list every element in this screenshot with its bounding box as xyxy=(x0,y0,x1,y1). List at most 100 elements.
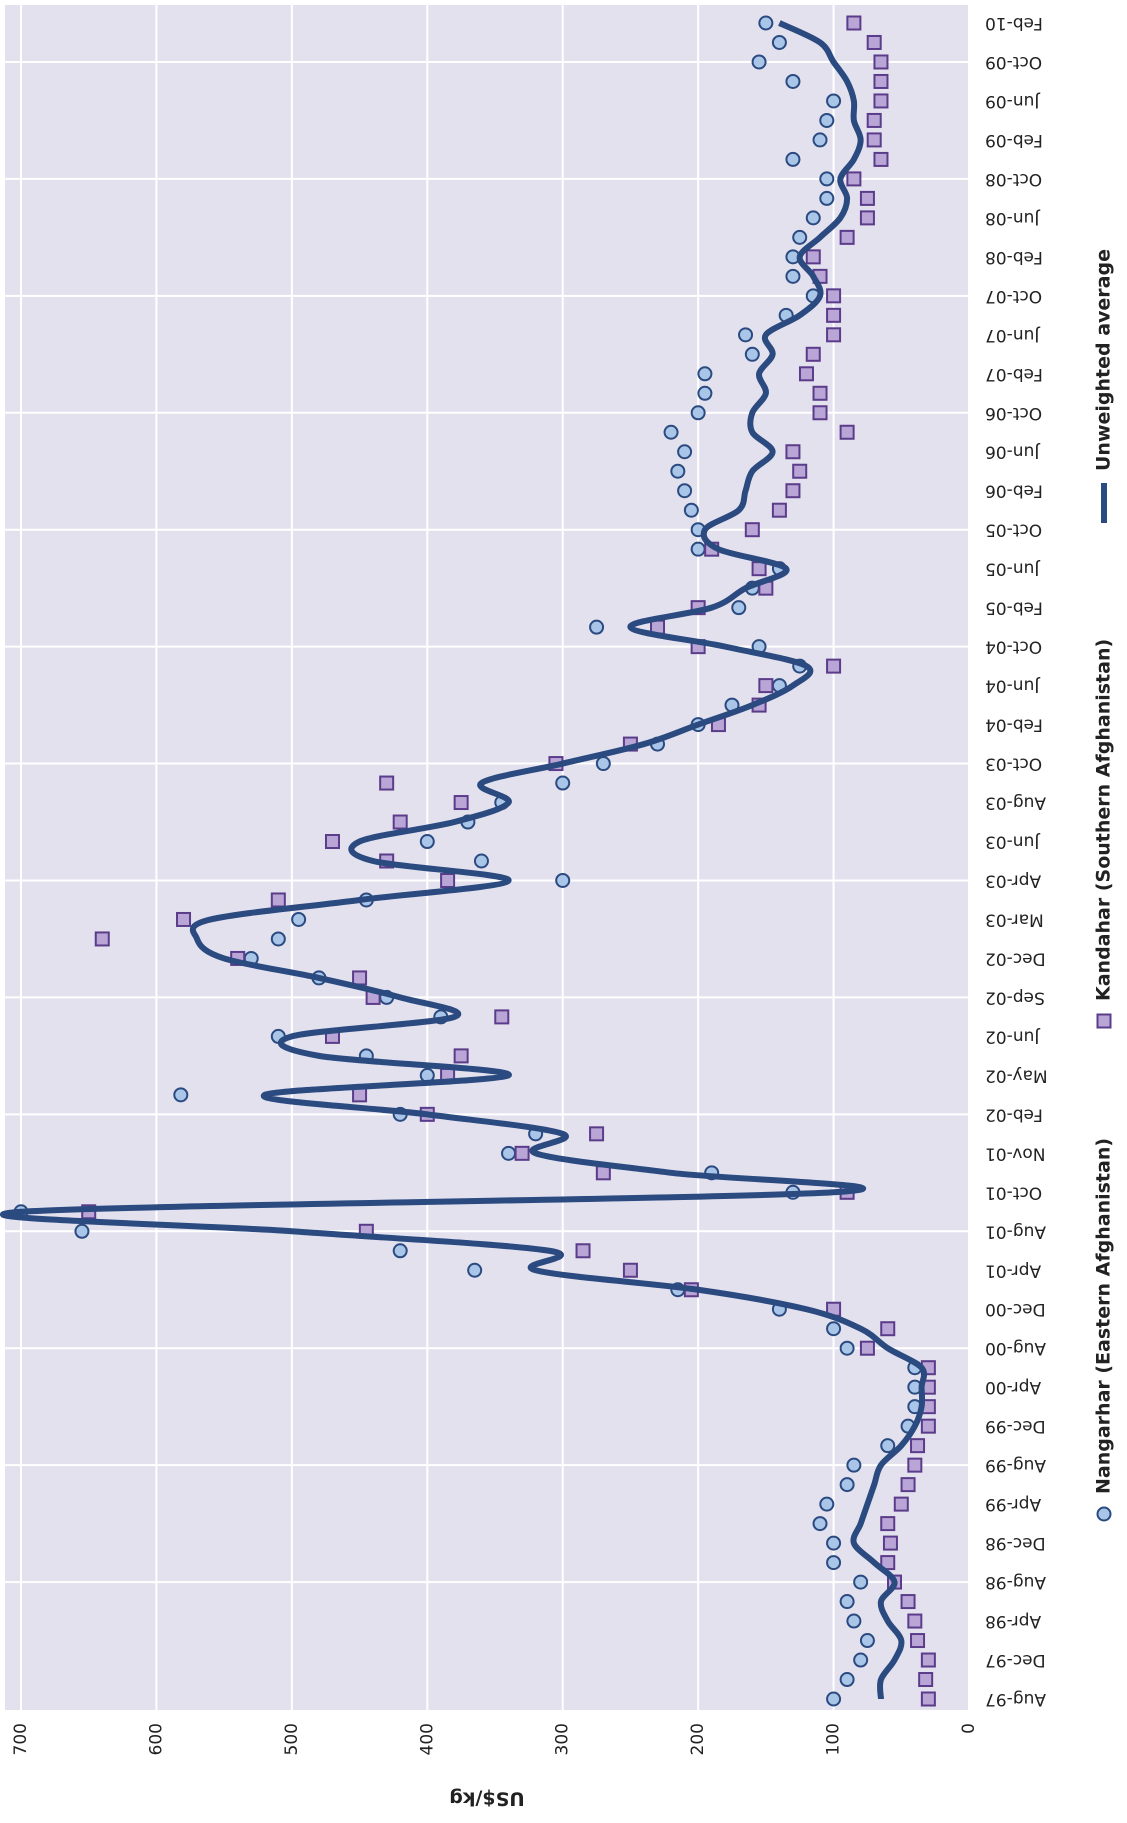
x-tick-label: Oct-05 xyxy=(985,520,1042,540)
square-marker xyxy=(920,1691,936,1707)
x-tick-label: Aug-00 xyxy=(985,1338,1046,1358)
circle-marker xyxy=(846,1613,862,1629)
circle-marker xyxy=(853,1574,869,1590)
circle-marker xyxy=(826,1321,842,1337)
x-tick-label: Jun-02 xyxy=(985,1026,1040,1046)
square-marker xyxy=(866,112,882,128)
x-tick-label: Oct-06 xyxy=(985,403,1042,423)
legend-circle xyxy=(1096,1506,1112,1522)
x-tick-label: Dec-00 xyxy=(985,1299,1046,1319)
square-marker xyxy=(771,502,787,518)
circle-marker xyxy=(839,1672,855,1688)
x-tick-label: Dec-98 xyxy=(985,1533,1046,1553)
circle-marker xyxy=(697,366,713,382)
y-tick-label: 0 xyxy=(959,1723,979,1734)
square-marker xyxy=(826,658,842,674)
circle-marker xyxy=(771,34,787,50)
x-tick-label: Feb-04 xyxy=(985,715,1043,735)
x-tick-label: Apr-01 xyxy=(985,1260,1041,1280)
circle-marker xyxy=(419,834,435,850)
circle-marker xyxy=(555,775,571,791)
square-marker xyxy=(900,1594,916,1610)
circle-marker xyxy=(826,1535,842,1551)
legend-text: Nangarhar (Eastern Afghanistan) xyxy=(1093,1138,1115,1494)
square-marker xyxy=(907,1613,923,1629)
circle-marker xyxy=(683,502,699,518)
x-tick-label: Dec-99 xyxy=(985,1416,1046,1436)
square-marker xyxy=(392,814,408,830)
x-tick-label: Oct-09 xyxy=(985,52,1042,72)
circle-marker xyxy=(758,15,774,31)
circle-marker xyxy=(805,210,821,226)
x-tick-label: Feb-09 xyxy=(985,130,1043,150)
square-marker xyxy=(866,132,882,148)
circle-marker xyxy=(785,73,801,89)
x-tick-label: Aug-98 xyxy=(985,1572,1046,1592)
circle-marker xyxy=(819,190,835,206)
circle-marker xyxy=(819,171,835,187)
square-marker xyxy=(839,424,855,440)
x-tick-label: Jun-06 xyxy=(985,442,1040,462)
square-marker xyxy=(352,970,368,986)
square-marker xyxy=(812,385,828,401)
x-tick-label: Aug-01 xyxy=(985,1221,1046,1241)
x-tick-label: Feb-10 xyxy=(985,13,1043,33)
square-marker xyxy=(514,1145,530,1161)
circle-marker xyxy=(467,1262,483,1278)
square-marker xyxy=(873,73,889,89)
circle-marker xyxy=(392,1243,408,1259)
square-marker xyxy=(785,483,801,499)
y-tick-label: 500 xyxy=(282,1723,302,1755)
square-marker xyxy=(873,151,889,167)
circle-marker xyxy=(690,541,706,557)
x-tick-label: Jun-05 xyxy=(985,559,1040,579)
y-tick-label: 200 xyxy=(688,1723,708,1755)
circle-marker xyxy=(555,872,571,888)
square-marker xyxy=(176,911,192,927)
square-marker xyxy=(846,15,862,31)
x-tick-label: Sep-02 xyxy=(985,987,1045,1007)
x-tick-label: Apr-00 xyxy=(985,1377,1041,1397)
circle-marker xyxy=(880,1438,896,1454)
x-tick-label: Aug-99 xyxy=(985,1455,1046,1475)
square-marker xyxy=(744,522,760,538)
y-axis-title: US$/kg xyxy=(449,1788,525,1810)
square-marker xyxy=(595,1165,611,1181)
square-marker xyxy=(920,1652,936,1668)
x-tick-label: Feb-05 xyxy=(985,598,1043,618)
circle-marker xyxy=(785,268,801,284)
circle-marker xyxy=(270,931,286,947)
x-tick-label: Nov-01 xyxy=(985,1143,1046,1163)
square-marker xyxy=(622,1262,638,1278)
circle-marker xyxy=(812,1516,828,1532)
square-marker xyxy=(918,1672,934,1688)
x-tick-label: Oct-08 xyxy=(985,169,1042,189)
circle-marker xyxy=(291,911,307,927)
x-tick-label: Jun-09 xyxy=(985,91,1040,111)
circle-marker xyxy=(473,853,489,869)
circle-marker xyxy=(670,463,686,479)
square-marker xyxy=(859,190,875,206)
y-tick-label: 100 xyxy=(824,1723,844,1755)
circle-marker xyxy=(812,132,828,148)
legend-text: Unweighted average xyxy=(1093,249,1115,471)
legend-square xyxy=(1096,1013,1112,1029)
x-tick-label: Oct-04 xyxy=(985,637,1042,657)
square-marker xyxy=(920,1418,936,1434)
rotated-chart: US$/kg 0 100 200 300 400 500 600 700 Aug-97 Dec-9… xyxy=(0,5,1115,1810)
square-marker xyxy=(453,795,469,811)
circle-marker xyxy=(853,1652,869,1668)
y-tick-label: 700 xyxy=(11,1723,31,1755)
x-tick-label: Apr-99 xyxy=(985,1494,1041,1514)
square-marker xyxy=(589,1126,605,1142)
circle-marker xyxy=(589,619,605,635)
y-tick-label: 300 xyxy=(553,1723,573,1755)
square-marker xyxy=(893,1496,909,1512)
square-marker xyxy=(910,1438,926,1454)
square-marker xyxy=(453,1048,469,1064)
circle-marker xyxy=(690,405,706,421)
square-marker xyxy=(805,249,821,265)
square-marker xyxy=(882,1535,898,1551)
circle-marker xyxy=(74,1223,90,1239)
